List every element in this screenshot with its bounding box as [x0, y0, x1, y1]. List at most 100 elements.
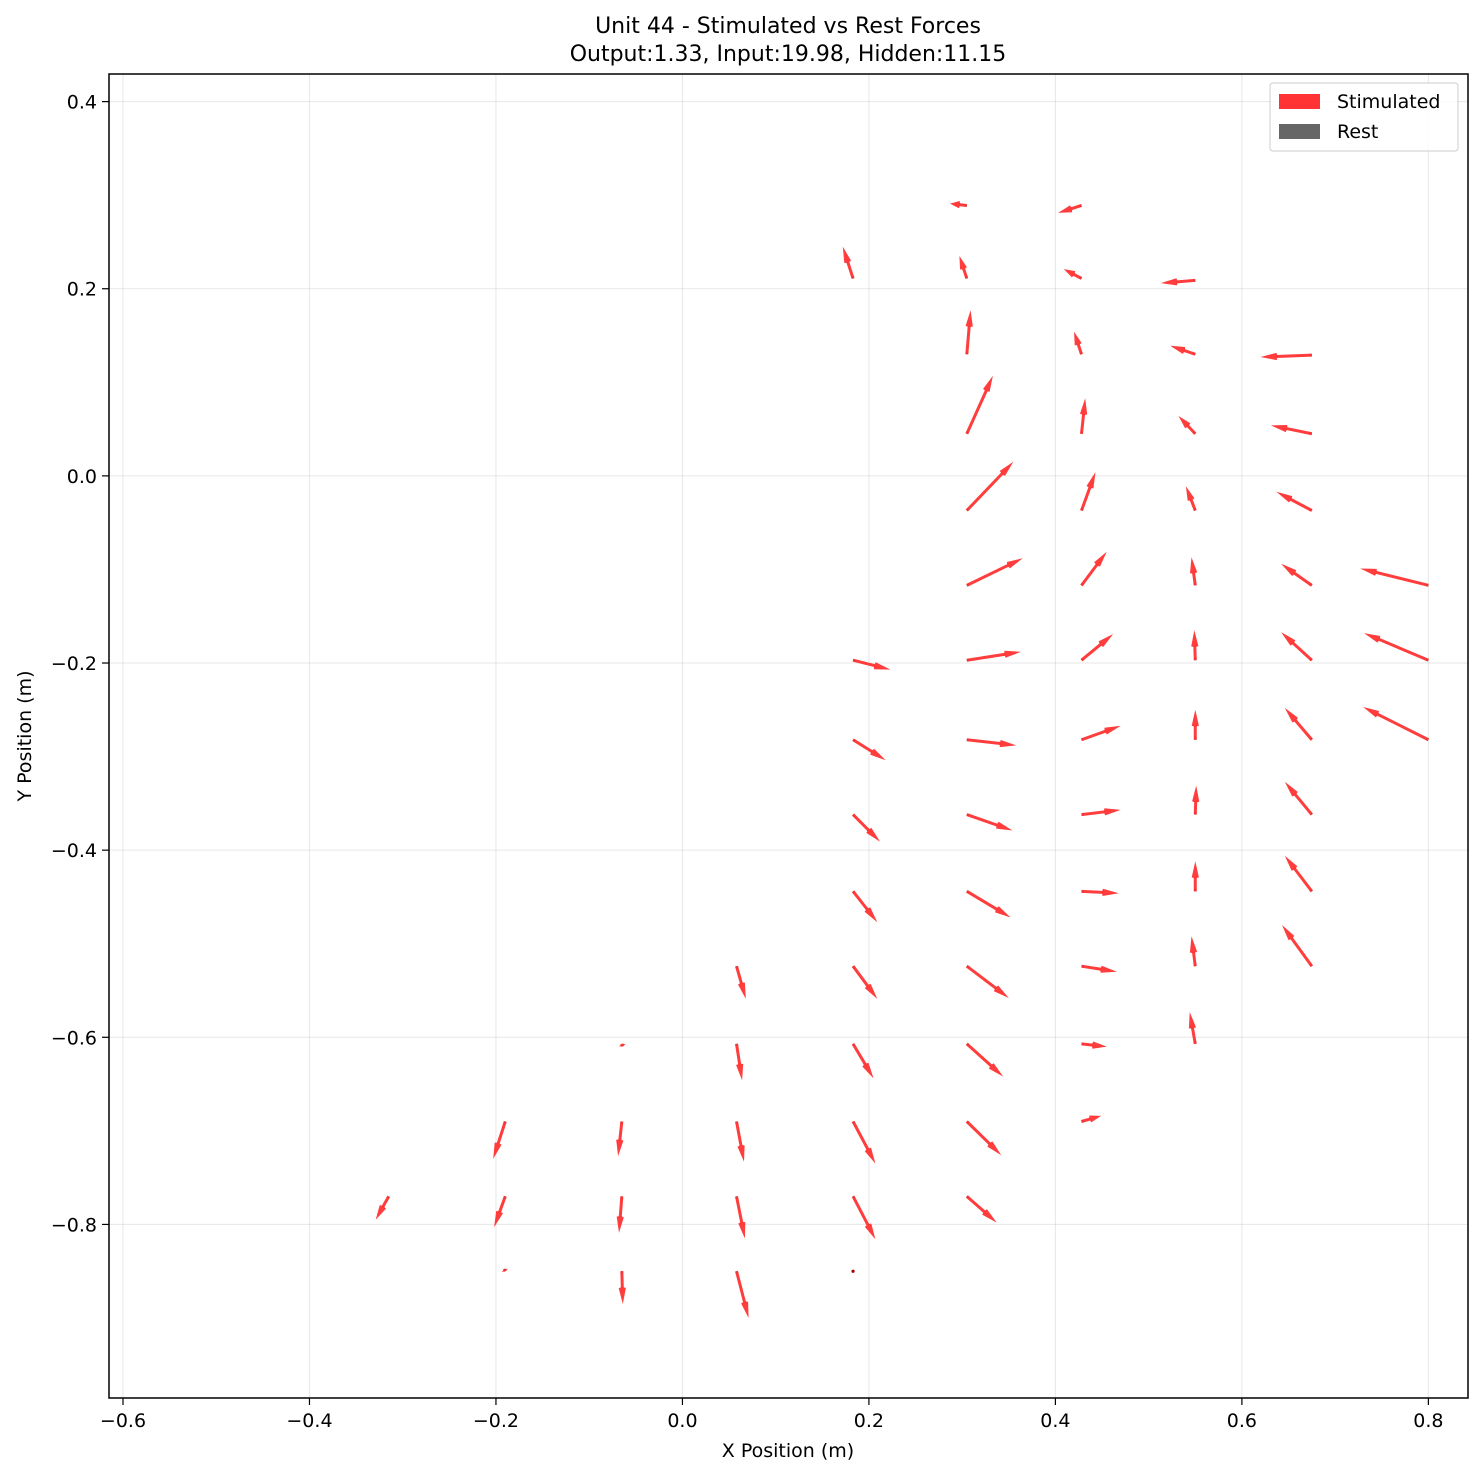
vector-arrow	[1188, 1012, 1197, 1045]
stimulated-head	[1284, 855, 1298, 871]
vector-arrow	[494, 1195, 507, 1228]
stimulated-head	[1282, 925, 1295, 941]
stimulated-head	[618, 1044, 626, 1047]
stimulated-head	[864, 907, 878, 923]
stimulated-head	[1100, 965, 1117, 973]
vector-arrow	[1063, 269, 1083, 280]
x-tick-label: 0.6	[1227, 1410, 1257, 1432]
stimulated-shaft	[965, 1120, 991, 1146]
stimulated-shaft	[1080, 486, 1092, 512]
vector-arrow	[1191, 861, 1199, 892]
vector-arrow	[501, 1268, 509, 1272]
vector-arrow	[851, 1043, 874, 1079]
stimulated-shaft	[1190, 1027, 1197, 1045]
vector-arrow	[616, 1196, 624, 1233]
stimulated-shaft	[735, 1270, 747, 1303]
y-axis-label: Y Position (m)	[14, 671, 36, 803]
vector-arrow	[965, 375, 993, 435]
stimulated-shaft	[966, 563, 1010, 587]
plot-frame	[108, 73, 1469, 1399]
stimulated-head	[873, 662, 891, 670]
vector-arrow	[1281, 632, 1313, 662]
vector-arrow	[1080, 398, 1088, 434]
legend-label-rest: Rest	[1337, 121, 1378, 143]
stimulated-shaft	[1375, 570, 1429, 587]
vector-arrow	[1360, 568, 1429, 587]
stimulated-shaft	[1286, 427, 1313, 436]
stimulated-head	[1284, 781, 1298, 797]
vector-arrow	[375, 1195, 391, 1220]
stimulated-head	[1101, 888, 1119, 896]
stimulated-head	[1006, 558, 1023, 569]
vector-dot	[851, 1269, 855, 1273]
stimulated-head	[1189, 936, 1198, 954]
stimulated-shaft	[851, 1195, 870, 1226]
x-tick-label: 0.4	[1040, 1410, 1070, 1432]
vector-arrow	[1189, 936, 1198, 967]
stimulated-shaft	[966, 652, 1006, 662]
stimulated-shaft	[965, 1195, 986, 1214]
stimulated-head	[1104, 725, 1121, 735]
vector-arrow	[966, 738, 1017, 748]
y-tick-label: −0.2	[51, 653, 97, 675]
stimulated-head	[1098, 634, 1114, 647]
stimulated-head	[736, 1063, 744, 1081]
stimulated-shaft	[852, 738, 873, 754]
stimulated-head	[1363, 707, 1379, 718]
vector-arrow	[959, 256, 969, 279]
vector-arrow	[1080, 472, 1096, 512]
vector-arrow	[1185, 486, 1197, 512]
stimulated-head	[1281, 563, 1297, 576]
x-tick-label: 0.2	[854, 1410, 884, 1432]
stimulated-head	[950, 201, 961, 209]
vector-arrow	[1081, 725, 1121, 742]
stimulated-head	[1094, 551, 1107, 567]
axis-ticks: −0.6 −0.4 −0.2 0.0 0.2 0.4 0.6 0.8 0.4 0.2 0.0 −0.2…	[51, 92, 1444, 1432]
stimulated-shaft	[1192, 572, 1197, 586]
stimulated-shaft	[959, 203, 967, 207]
vector-arrow	[1178, 416, 1197, 435]
stimulated-shaft	[851, 890, 869, 911]
stimulated-shaft	[1186, 424, 1197, 435]
stimulated-shaft	[1080, 563, 1099, 587]
stimulated-shaft	[965, 326, 971, 355]
vector-arrow	[735, 1270, 749, 1318]
vector-arrow	[1191, 709, 1199, 740]
stimulated-head	[1276, 491, 1293, 503]
y-tick-label: 0.4	[67, 92, 97, 114]
vector-arrow	[852, 738, 886, 761]
stimulated-head	[864, 983, 878, 999]
stimulated-head	[982, 1209, 997, 1223]
stimulated-shaft	[851, 1043, 867, 1066]
stimulated-shaft	[1293, 719, 1313, 741]
stimulated-head	[988, 1063, 1004, 1077]
stimulated-head	[983, 375, 993, 392]
stimulated-shaft	[498, 1195, 507, 1213]
stimulated-head	[741, 1301, 749, 1318]
vector-arrow	[851, 890, 878, 923]
vector-arrow	[1276, 491, 1313, 512]
stimulated-shaft	[1293, 867, 1314, 893]
legend-label-stimulated: Stimulated	[1337, 91, 1440, 113]
stimulated-shaft	[1081, 729, 1107, 742]
stimulated-shaft	[1080, 643, 1102, 662]
vector-arrow	[1363, 707, 1430, 742]
grid	[109, 74, 1468, 1398]
x-tick-label: 0.8	[1413, 1410, 1443, 1432]
chart-title: Unit 44 - Stimulated vs Rest Forces	[595, 14, 981, 39]
stimulated-head	[738, 982, 746, 999]
stimulated-head	[616, 1139, 624, 1157]
vector-arrow	[851, 965, 878, 999]
y-tick-label: 0.0	[67, 466, 97, 488]
stimulated-shaft	[1081, 1117, 1091, 1123]
legend-swatch-rest	[1279, 124, 1320, 139]
vector-arrow	[1284, 855, 1314, 893]
stimulated-head	[1178, 416, 1191, 429]
stimulated-shaft	[1176, 278, 1196, 284]
stimulated-shaft	[962, 267, 969, 279]
vector-arrow	[1270, 425, 1313, 436]
vector-arrow	[1170, 345, 1196, 356]
stimulated-shaft	[1070, 204, 1082, 211]
